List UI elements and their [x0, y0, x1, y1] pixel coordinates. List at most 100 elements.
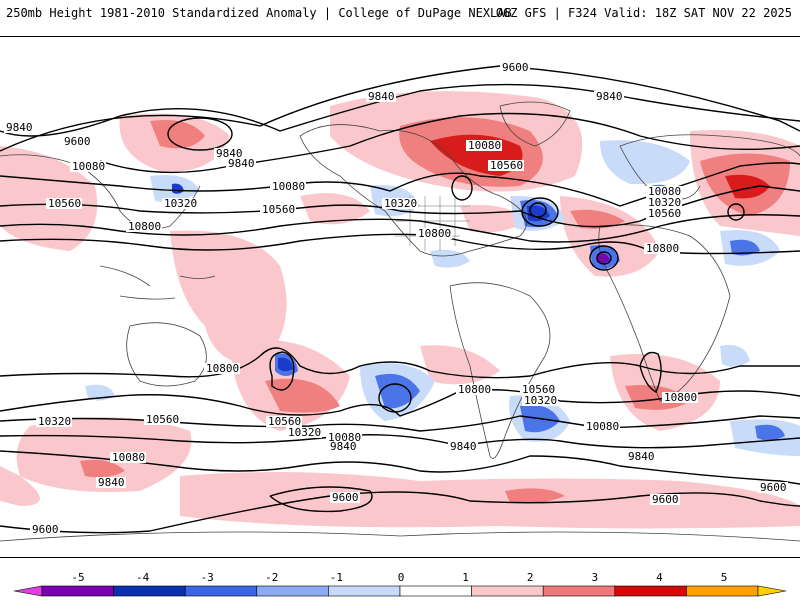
colorbar-segment — [614, 585, 687, 597]
contour-label: 10560 — [490, 159, 523, 172]
contour-label: 9840 — [228, 157, 255, 170]
anomaly-region-positive — [265, 378, 340, 413]
model-run-info: 06Z GFS | F324 Valid: 18Z SAT NOV 22 202… — [495, 6, 792, 20]
north-america-coast — [299, 124, 527, 257]
contour-label: 10320 — [384, 197, 417, 210]
colorbar-tick-label: 2 — [527, 571, 534, 584]
anomaly-region-positive — [300, 193, 370, 225]
colorbar-tick-label: -2 — [265, 571, 278, 584]
contour-label: 10080 — [586, 420, 619, 433]
colorbar-segment — [399, 585, 472, 597]
contour-9840 — [0, 83, 800, 137]
colorbar-tick-label: -3 — [201, 571, 214, 584]
colorbar-tick-label: 4 — [656, 571, 663, 584]
contour-9600-antarctic-low — [269, 486, 373, 513]
contour-label: 10320 — [288, 426, 321, 439]
anomaly-region-positive — [570, 209, 625, 229]
contour-label: 10800 — [418, 227, 451, 240]
contour-label: 10320 — [164, 197, 197, 210]
contour-label: 9840 — [330, 440, 357, 453]
contour-label: 9840 — [216, 147, 243, 160]
maritime-continent-coast — [99, 265, 216, 300]
anomaly-region-positive — [170, 230, 287, 366]
closed-low-subtropical — [589, 245, 619, 271]
closed-low-south-pacific — [378, 383, 412, 413]
contour-label: 10560 — [522, 383, 555, 396]
map-title: 250mb Height 1981-2010 Standardized Anom… — [6, 6, 512, 20]
contour-label: 10560 — [268, 415, 301, 428]
contour-label: 10080 — [272, 180, 305, 193]
contour-label: 10560 — [262, 203, 295, 216]
contour-label: 10320 — [38, 415, 71, 428]
colorbar-segment — [184, 585, 258, 597]
colorbar-tick-label: -4 — [136, 571, 150, 584]
colorbar-tick-label: -1 — [330, 571, 343, 584]
contour-9840-south — [0, 450, 800, 485]
anomaly-region-positive — [180, 472, 800, 529]
closed-low-europe — [727, 203, 745, 221]
closed-low-subtropical-inner — [596, 251, 612, 265]
colorbar-end-high — [757, 585, 787, 597]
south-america-coast — [449, 282, 551, 459]
colorbar-tick-label: 5 — [721, 571, 728, 584]
anomaly-region-positive — [80, 459, 125, 478]
contour-9840-north-mid — [99, 112, 800, 174]
cutoff-low-sw-pacific — [269, 351, 295, 391]
contour-label: 10800 — [128, 220, 161, 233]
contour-label: 9600 — [32, 523, 59, 536]
contour-label: 10320 — [648, 196, 681, 209]
anomaly-region-negative — [600, 140, 690, 185]
colorbar-legend: -5 -4 -3 -2 -1 0 1 2 3 4 5 — [13, 571, 787, 597]
contour-10560-south — [0, 389, 800, 417]
australia-coast — [126, 322, 207, 387]
contour-10800-south — [0, 347, 800, 379]
anomaly-region-positive — [0, 466, 40, 506]
contour-label: 9600 — [332, 491, 359, 504]
colorbar-end-low — [13, 585, 43, 597]
header-bar: 250mb Height 1981-2010 Standardized Anom… — [0, 0, 800, 36]
contour-label-group: 9600 9840 9840 9600 9840 9840 9840 10080… — [4, 61, 788, 536]
contour-label: 10080 — [468, 139, 501, 152]
map-frame — [0, 36, 800, 558]
contour-9600 — [0, 65, 800, 152]
contour-label: 10800 — [458, 383, 491, 396]
closed-low-atlantic-inner — [529, 202, 547, 218]
anomaly-map[interactable]: 9600 9840 9840 9600 9840 9840 9840 10080… — [0, 36, 800, 558]
colorbar-segment — [113, 585, 186, 597]
contour-label: 9840 — [628, 450, 655, 463]
closed-low-pacific — [167, 117, 233, 151]
contour-label: 10080 — [112, 451, 145, 464]
anomaly-region-positive — [150, 120, 205, 149]
anomaly-region-negative — [375, 373, 420, 409]
colorbar-segment — [542, 585, 616, 597]
contour-label: 9600 — [652, 493, 679, 506]
contour-label: 9840 — [98, 476, 125, 489]
contour-label: 9840 — [6, 121, 33, 134]
contour-label: 10800 — [206, 362, 239, 375]
colorbar-segment — [256, 585, 329, 597]
contour-label: 9840 — [368, 90, 395, 103]
colorbar-tick-label: -5 — [71, 571, 84, 584]
colorbar-tick-label: 0 — [398, 571, 405, 584]
contour-label: 10320 — [524, 394, 557, 407]
contour-label: 10080 — [328, 431, 361, 444]
contour-10320 — [0, 185, 800, 228]
anomaly-region-negative — [730, 239, 760, 256]
contour-10080 — [0, 162, 800, 207]
closed-low-hudson — [451, 175, 473, 201]
anomaly-region-negative — [720, 345, 750, 367]
anomaly-region-negative — [597, 253, 610, 264]
contour-label: 9840 — [450, 440, 477, 453]
antarctica-coast — [0, 531, 800, 542]
contour-label: 10800 — [664, 391, 697, 404]
colorbar-segment — [471, 585, 544, 597]
contour-label: 10560 — [48, 197, 81, 210]
contour-10080-south — [0, 434, 800, 449]
colorbar-tick-label: 1 — [462, 571, 469, 584]
contour-label: 10080 — [72, 160, 105, 173]
contour-10560 — [0, 214, 800, 243]
greenland-coast — [499, 101, 571, 147]
africa-coast — [598, 224, 731, 402]
cutoff-low-south-atlantic — [639, 351, 662, 393]
contour-label: 9600 — [760, 481, 787, 494]
